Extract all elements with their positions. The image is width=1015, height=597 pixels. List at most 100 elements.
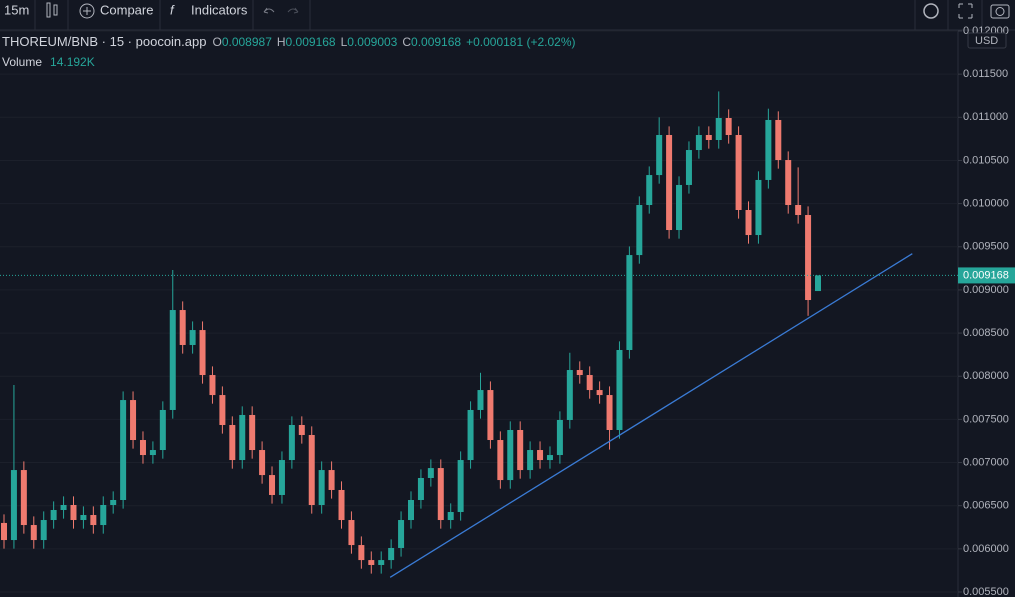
- y-tick-label: 0.010000: [963, 198, 1009, 210]
- candle-body: [408, 499, 414, 521]
- candle-body: [417, 477, 424, 500]
- candle-body: [20, 470, 27, 526]
- volume-value: 14.192K: [50, 55, 95, 69]
- compare-button[interactable]: Compare: [100, 2, 153, 17]
- candle-body: [189, 330, 196, 345]
- candle-body: [646, 175, 653, 205]
- interval-button[interactable]: 15m: [4, 2, 29, 17]
- candle-body: [368, 560, 375, 565]
- candle-body: [715, 117, 722, 141]
- y-tick-label: 0.006500: [963, 500, 1009, 512]
- candle-body: [537, 450, 544, 461]
- fullscreen-button[interactable]: [958, 3, 973, 19]
- candle-body: [477, 390, 484, 410]
- indicators-icon: f: [170, 2, 175, 17]
- undo-button[interactable]: [263, 7, 275, 14]
- candle-body: [130, 400, 137, 441]
- candle-body: [556, 419, 563, 456]
- ohlc-label: O: [212, 35, 221, 49]
- y-tick-label: 0.011500: [963, 68, 1008, 80]
- candle-body: [209, 375, 216, 396]
- toolbar: 15m Compare f Indicators: [0, 0, 1015, 31]
- candle-body: [90, 515, 97, 526]
- indicators-button[interactable]: Indicators: [191, 2, 248, 17]
- candle-body: [636, 204, 643, 256]
- candle-body: [70, 505, 77, 521]
- candle-body: [656, 135, 663, 176]
- ohlc-value: 0.009168: [411, 35, 461, 49]
- y-tick-label: 0.008500: [963, 327, 1009, 339]
- candle-body: [139, 440, 146, 456]
- candle-body: [596, 390, 603, 396]
- y-tick-label: 0.006000: [963, 543, 1009, 555]
- legend-line: THOREUM/BNB · 15 · poocoin.app O0.008987 H…: [2, 34, 576, 49]
- candle-body: [239, 414, 246, 461]
- candle-body: [348, 520, 355, 546]
- candle-body: [427, 468, 434, 478]
- compare-icon: [79, 3, 95, 19]
- candle-body: [765, 119, 772, 180]
- candle-body: [10, 470, 17, 541]
- candle-body: [40, 520, 47, 541]
- last-price-label: 0.009168: [963, 269, 1009, 281]
- candle-body: [487, 390, 494, 441]
- candle-body: [249, 414, 256, 451]
- candle-body: [527, 450, 534, 471]
- candle-body: [308, 435, 315, 506]
- candle-body: [298, 424, 305, 436]
- candle-body: [775, 119, 782, 161]
- candle-body: [1, 522, 7, 541]
- candle-body: [328, 470, 335, 490]
- candle-body: [60, 505, 67, 511]
- currency-button[interactable]: USD: [967, 32, 1007, 49]
- snapshot-button[interactable]: [990, 4, 1010, 19]
- candle-body: [269, 475, 276, 495]
- candle-body: [795, 204, 802, 216]
- y-tick-label: 0.010500: [963, 154, 1009, 166]
- candle-body: [259, 450, 266, 476]
- candle-body: [358, 545, 365, 561]
- settings-button[interactable]: [923, 3, 939, 19]
- candle-body: [199, 330, 206, 376]
- candle-body: [576, 370, 583, 376]
- change: +0.000181 (+2.02%): [466, 35, 575, 49]
- price-axis: 0.005500 0.006000 0.006500 0.007000 0.007500…: [958, 25, 1015, 597]
- ohlc-value: 0.009168: [286, 35, 336, 49]
- y-tick-label: 0.009500: [963, 241, 1009, 253]
- candle-body: [318, 470, 325, 506]
- candle-body: [755, 179, 762, 236]
- ohlc-label: H: [277, 35, 286, 49]
- candle-body: [338, 489, 345, 521]
- candle-body: [278, 460, 285, 495]
- candle-body: [676, 184, 683, 231]
- candle-body: [497, 440, 504, 481]
- y-tick-label: 0.007500: [963, 413, 1009, 425]
- candle-body: [735, 135, 742, 211]
- y-tick-label: 0.009000: [963, 284, 1009, 296]
- candle-body: [666, 135, 673, 231]
- candle-body: [626, 255, 633, 350]
- candle-body: [179, 310, 186, 345]
- redo-button[interactable]: [287, 7, 299, 14]
- candle-body: [159, 409, 166, 451]
- candle-body: [50, 510, 57, 521]
- chart-style-button[interactable]: [46, 2, 58, 18]
- candle-body: [725, 117, 732, 136]
- candle-body: [120, 400, 127, 500]
- candle-body: [695, 135, 702, 151]
- candle-body: [606, 395, 613, 431]
- ohlc-label: L: [341, 35, 348, 49]
- candle-body: [815, 275, 821, 292]
- candle-body: [805, 215, 812, 301]
- candle-body: [149, 450, 156, 456]
- candle-body: [566, 370, 573, 420]
- candle-body: [447, 511, 454, 521]
- snapshot-icon: [995, 7, 1005, 16]
- volume-legend: Volume 14.192K: [2, 55, 95, 69]
- currency-label: USD: [975, 35, 998, 47]
- candle-body: [586, 375, 593, 391]
- candle-body: [437, 468, 444, 521]
- currency-box: [967, 32, 1007, 49]
